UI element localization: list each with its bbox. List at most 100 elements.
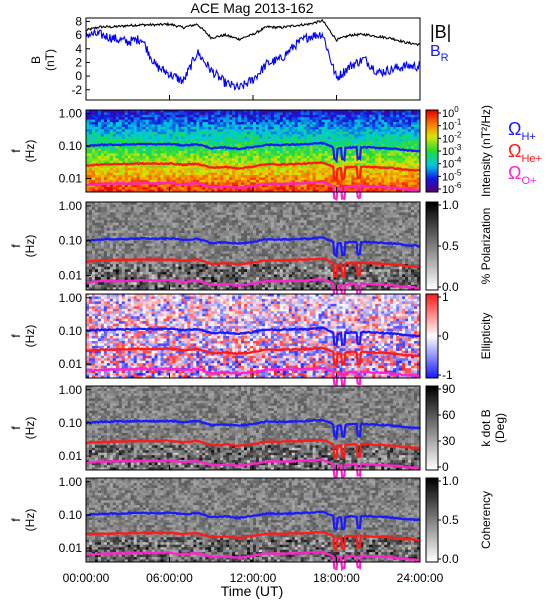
heat-cell xyxy=(184,112,188,116)
heat-cell xyxy=(306,134,311,137)
heat-cell xyxy=(303,172,308,176)
heat-cell xyxy=(244,138,248,142)
heat-cell xyxy=(172,122,176,125)
heat-cell xyxy=(241,143,245,147)
heat-cell xyxy=(342,126,346,130)
heat-cell xyxy=(163,124,167,128)
heat-cell xyxy=(124,172,129,176)
heat-cell xyxy=(193,143,197,147)
heat-cell xyxy=(103,251,108,255)
heat-cell xyxy=(384,126,388,130)
heat-cell xyxy=(196,122,200,125)
heat-cell xyxy=(297,151,302,154)
heat-cell xyxy=(115,243,120,247)
heat-cell xyxy=(399,119,403,123)
heat-cell xyxy=(118,110,123,113)
heat-cell xyxy=(312,117,317,121)
heat-cell xyxy=(253,119,257,123)
heat-cell xyxy=(390,158,394,162)
heat-cell xyxy=(157,253,161,257)
heat-cell xyxy=(244,189,248,193)
heat-cell xyxy=(261,146,266,149)
heat-cell xyxy=(411,187,415,190)
heat-cell xyxy=(360,167,364,171)
heat-cell xyxy=(399,175,403,178)
heat-cell xyxy=(378,170,382,174)
heat-cell xyxy=(172,243,176,247)
heat-cell xyxy=(226,136,230,140)
heat-cell xyxy=(148,248,153,252)
heat-cell xyxy=(417,182,421,186)
heat-cell xyxy=(220,141,224,145)
heat-cell xyxy=(417,158,421,162)
heat-cell xyxy=(417,165,421,169)
heat-cell xyxy=(276,172,281,176)
heat-cell xyxy=(291,134,296,137)
heat-cell xyxy=(106,243,111,247)
heat-cell xyxy=(133,117,138,121)
heat-cell xyxy=(148,264,153,268)
heat-cell xyxy=(130,117,135,121)
heat-cell xyxy=(384,175,388,178)
heat-cell xyxy=(100,256,105,260)
heat-cell xyxy=(318,155,322,159)
heat-cell xyxy=(354,175,358,178)
heat-cell xyxy=(229,158,233,162)
heat-cell xyxy=(273,112,278,116)
heat-cell xyxy=(181,189,185,193)
heat-cell xyxy=(261,134,266,137)
heat-cell xyxy=(238,177,242,181)
heat-cell xyxy=(202,179,206,183)
heat-cell xyxy=(88,124,93,128)
heat-cell xyxy=(154,167,158,171)
heat-cell xyxy=(241,141,245,145)
heat-cell xyxy=(100,141,105,145)
heat-cell xyxy=(154,117,158,121)
heat-cell xyxy=(211,179,215,183)
heat-cell xyxy=(414,167,418,171)
heat-cell xyxy=(124,119,129,123)
heat-cell xyxy=(303,170,308,174)
heat-cell xyxy=(160,243,164,247)
heat-cell xyxy=(121,264,126,268)
heat-cell xyxy=(130,153,135,157)
heat-cell xyxy=(321,134,325,137)
heat-cell xyxy=(369,131,373,135)
heat-cell xyxy=(357,122,361,125)
heat-cell xyxy=(142,170,147,174)
heat-cell xyxy=(157,209,161,213)
heat-cell xyxy=(288,117,293,121)
heat-cell xyxy=(196,170,200,174)
heat-cell xyxy=(393,182,397,186)
heat-cell xyxy=(106,284,111,288)
heat-cell xyxy=(109,165,114,169)
heat-cell xyxy=(172,238,176,242)
heat-cell xyxy=(100,172,105,176)
heat-cell xyxy=(106,235,111,239)
heat-cell xyxy=(115,189,120,193)
heat-cell xyxy=(121,175,126,178)
heat-cell xyxy=(94,134,99,137)
heat-cell xyxy=(187,146,191,149)
heat-cell xyxy=(100,124,105,128)
heat-cell xyxy=(178,126,182,130)
heat-cell xyxy=(351,177,355,181)
heat-cell xyxy=(160,274,164,278)
heat-cell xyxy=(235,177,239,181)
colorbar-step xyxy=(426,124,438,127)
heat-cell xyxy=(184,172,188,176)
heat-cell xyxy=(166,177,170,181)
heat-cell xyxy=(124,277,129,281)
heat-cell xyxy=(393,129,397,133)
heat-cell xyxy=(273,141,278,145)
heat-cell xyxy=(223,151,227,154)
heat-cell xyxy=(276,112,281,116)
heat-cell xyxy=(211,155,215,159)
heat-cell xyxy=(244,134,248,137)
heat-cell xyxy=(157,153,161,157)
heat-cell xyxy=(354,138,358,142)
heat-cell xyxy=(142,160,147,164)
heat-cell xyxy=(303,131,308,135)
heat-cell xyxy=(181,177,185,181)
heat-cell xyxy=(94,160,99,164)
